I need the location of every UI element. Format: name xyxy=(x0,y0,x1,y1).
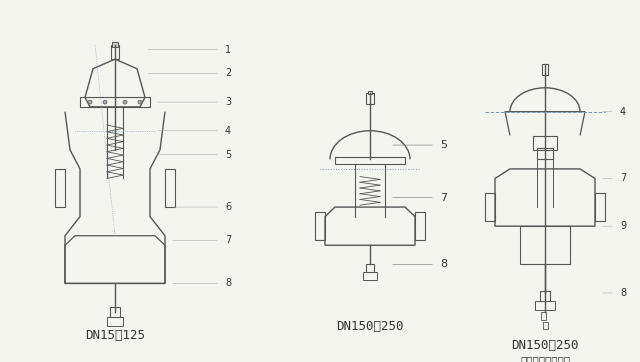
Text: 3: 3 xyxy=(225,97,231,107)
Bar xyxy=(335,156,405,164)
Bar xyxy=(112,42,118,47)
Text: 7: 7 xyxy=(620,173,627,184)
Bar xyxy=(165,169,175,207)
Text: 5: 5 xyxy=(440,140,447,150)
Circle shape xyxy=(138,100,142,104)
Bar xyxy=(485,193,495,222)
Circle shape xyxy=(123,100,127,104)
Text: 9: 9 xyxy=(620,221,626,231)
Bar xyxy=(80,97,150,107)
Bar xyxy=(535,300,555,310)
Text: 1: 1 xyxy=(225,45,231,55)
Bar xyxy=(543,321,548,329)
Bar xyxy=(541,312,546,320)
Bar xyxy=(415,212,425,240)
Circle shape xyxy=(88,100,92,104)
Text: 2: 2 xyxy=(225,68,231,79)
Text: DN150～250: DN150～250 xyxy=(336,320,404,333)
Text: 7: 7 xyxy=(225,235,231,245)
Bar xyxy=(107,317,123,327)
Bar xyxy=(315,212,325,240)
Text: 5: 5 xyxy=(225,150,231,160)
Bar xyxy=(363,272,377,279)
Bar xyxy=(366,93,374,104)
Text: 8: 8 xyxy=(620,288,626,298)
Bar xyxy=(540,291,550,300)
Text: 7: 7 xyxy=(440,193,447,202)
Text: 8: 8 xyxy=(440,259,447,269)
Text: （半分词体结构）: （半分词体结构） xyxy=(520,355,570,362)
Text: 4: 4 xyxy=(225,126,231,136)
Text: 4: 4 xyxy=(620,107,626,117)
Bar xyxy=(537,148,553,159)
Text: 8: 8 xyxy=(225,278,231,289)
Bar xyxy=(110,307,120,317)
Bar xyxy=(533,135,557,150)
Bar xyxy=(368,90,372,94)
Bar xyxy=(111,45,119,59)
Text: DN15～125: DN15～125 xyxy=(85,329,145,342)
Bar xyxy=(55,169,65,207)
Bar xyxy=(595,193,605,222)
Circle shape xyxy=(103,100,107,104)
Text: 6: 6 xyxy=(225,202,231,212)
Bar xyxy=(366,264,374,272)
Bar xyxy=(542,64,548,75)
Text: DN150～250: DN150～250 xyxy=(511,339,579,352)
